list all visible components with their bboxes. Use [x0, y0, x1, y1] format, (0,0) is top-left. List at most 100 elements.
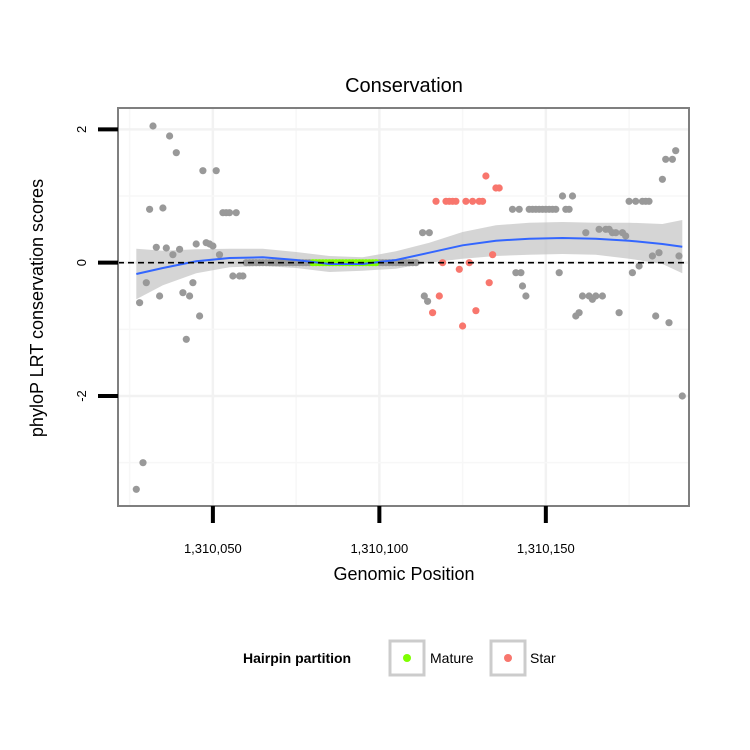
point-other: [672, 147, 680, 155]
point-other: [578, 292, 587, 300]
point-other: [139, 459, 147, 467]
smooth-line: [136, 236, 683, 275]
point-other: [558, 192, 567, 200]
y-tick-label: 2: [74, 126, 89, 133]
point-other: [625, 197, 633, 205]
point-other: [575, 309, 583, 317]
y-axis-title: phyloP LRT conservation scores: [27, 179, 47, 437]
point-other: [215, 251, 224, 259]
point-other: [179, 289, 187, 297]
point-other: [136, 299, 144, 307]
point-other: [225, 209, 234, 217]
legend-label-mature: Mature: [430, 650, 474, 666]
legend-key-mature-box: [388, 639, 426, 677]
point-other: [412, 259, 420, 267]
y-tick-label: -2: [74, 390, 89, 402]
point-other: [172, 149, 180, 157]
point-other: [209, 242, 217, 250]
point-other: [424, 297, 432, 305]
point-other: [635, 262, 643, 270]
point-other: [182, 335, 190, 343]
point-other: [632, 197, 640, 205]
point-other: [132, 485, 140, 493]
point-other: [146, 205, 154, 213]
point-star: [479, 197, 487, 205]
point-other: [582, 229, 590, 237]
point-other: [598, 292, 607, 300]
point-other: [568, 192, 577, 200]
point-other: [517, 269, 525, 277]
point-other: [592, 292, 600, 300]
point-other: [655, 249, 663, 257]
point-other: [508, 205, 517, 213]
plot-panel-border: [117, 107, 690, 507]
point-other: [142, 279, 150, 287]
point-other: [166, 132, 174, 140]
point-star: [452, 197, 460, 205]
point-other: [615, 309, 623, 317]
x-axis-title: Genomic Position: [333, 564, 474, 584]
point-other: [665, 319, 673, 327]
point-other: [420, 292, 428, 300]
point-star: [459, 322, 467, 330]
point-other: [518, 282, 527, 290]
point-other: [176, 245, 184, 253]
point-other: [648, 252, 657, 260]
point-star: [429, 309, 437, 317]
point-star: [482, 172, 490, 180]
point-other: [512, 269, 520, 277]
point-star: [472, 307, 480, 315]
point-other: [425, 229, 433, 237]
point-other: [552, 205, 560, 213]
smooth-line-layer: [136, 236, 683, 275]
point-star: [455, 265, 463, 273]
point-other: [622, 232, 630, 240]
point-other: [152, 243, 160, 251]
point-other: [232, 209, 240, 217]
point-other: [159, 204, 167, 212]
point-other: [555, 269, 563, 277]
point-other: [612, 229, 620, 237]
point-other: [678, 392, 686, 400]
point-star: [462, 197, 470, 205]
point-other: [595, 225, 603, 233]
point-other: [162, 244, 170, 252]
point-other: [212, 167, 220, 175]
point-other: [675, 252, 683, 260]
axes: 1,310,050 1,310,100 1,310,150 2 0 -2: [74, 126, 575, 556]
point-other: [229, 272, 237, 280]
legend-label-star: Star: [530, 650, 556, 666]
x-tick-label: 1,310,150: [517, 541, 575, 556]
point-other: [628, 269, 637, 277]
point-star: [495, 184, 503, 192]
point-star: [469, 197, 477, 205]
point-other: [199, 167, 207, 175]
x-tick-label: 1,310,050: [184, 541, 242, 556]
point-star: [485, 279, 493, 287]
point-other: [645, 197, 653, 205]
point-other: [565, 205, 573, 213]
legend: Hairpin partition Mature Star: [243, 639, 556, 677]
chart-title: Conservation: [345, 75, 463, 97]
point-other: [515, 205, 523, 213]
point-other: [186, 292, 194, 300]
point-other: [658, 175, 667, 183]
point-other: [662, 155, 670, 163]
point-other: [192, 240, 200, 248]
y-tick-label: 0: [74, 259, 89, 266]
x-tick-label: 1,310,100: [350, 541, 408, 556]
legend-key-mature-dot: [403, 654, 411, 662]
point-star: [432, 197, 440, 205]
point-other: [149, 122, 157, 130]
point-other: [239, 272, 247, 280]
point-other: [652, 312, 660, 320]
legend-title: Hairpin partition: [243, 650, 351, 666]
point-other: [156, 292, 164, 300]
point-star: [435, 292, 443, 300]
point-other: [169, 251, 177, 259]
point-other: [196, 312, 204, 320]
point-other: [668, 155, 677, 163]
point-other: [522, 292, 530, 300]
point-other: [419, 229, 427, 237]
